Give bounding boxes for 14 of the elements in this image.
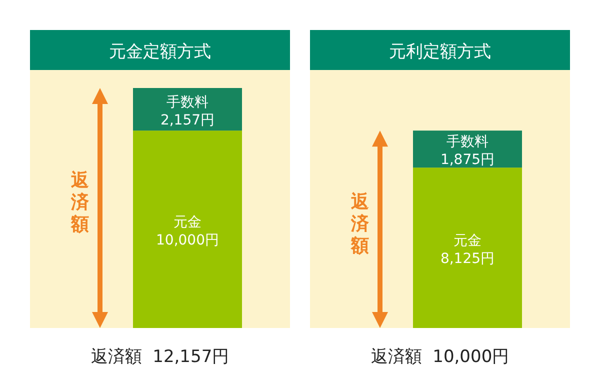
data-label: 1,875円 <box>440 152 495 168</box>
chart-title: 元金定額方式 <box>109 42 211 62</box>
text: 返済額 <box>70 170 90 235</box>
total-label: 返済額 12,157円 <box>90 347 230 367</box>
data-label: 10,000円 <box>156 232 219 248</box>
data-label: 8,125円 <box>440 250 495 267</box>
series-label: 元金 <box>174 214 202 230</box>
data-label: 2,157円 <box>160 112 215 128</box>
series-label: 手数料 <box>166 94 208 110</box>
series-label: 元金 <box>454 232 482 249</box>
text: 返済額 <box>350 191 370 256</box>
chart-title: 元利定額方式 <box>389 42 491 62</box>
total-label: 返済額 10,000円 <box>370 347 510 367</box>
series-label: 手数料 <box>446 134 488 150</box>
